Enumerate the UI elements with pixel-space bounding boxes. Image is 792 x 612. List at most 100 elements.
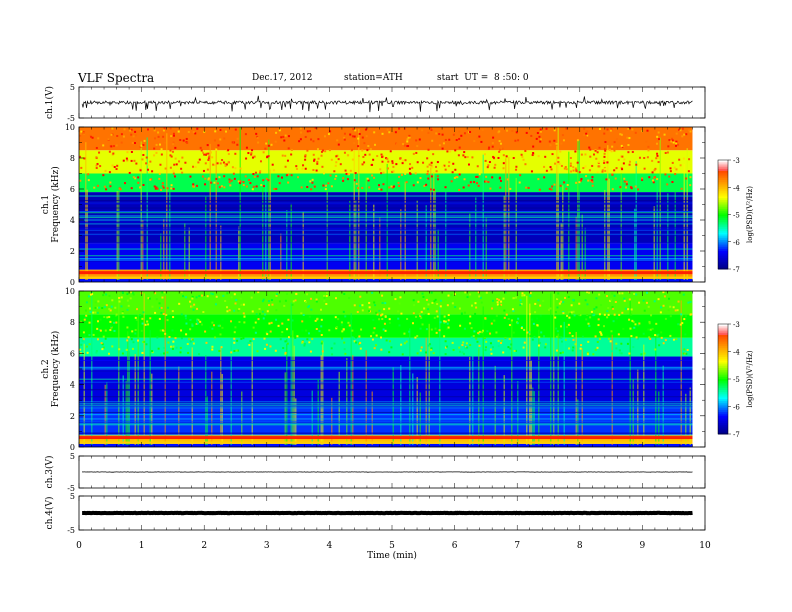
psd-burst [221, 373, 223, 445]
psd-speck [419, 327, 422, 330]
psd-speck [531, 154, 534, 157]
psd-speck [622, 145, 625, 148]
psd-burst [577, 399, 579, 445]
psd-speck [458, 137, 461, 140]
psd-speck [308, 341, 311, 344]
psd-speck [166, 187, 169, 190]
psd-speck [357, 145, 360, 148]
psd-speck [642, 332, 645, 335]
psd-burst [106, 382, 108, 445]
psd-speck [85, 301, 88, 304]
psd-speck [79, 179, 82, 182]
psd-speck [204, 162, 207, 165]
psd-speck [343, 348, 346, 351]
psd-speck [324, 150, 327, 153]
psd-speck [247, 341, 250, 344]
psd-speck [594, 149, 597, 152]
psd-speck [458, 307, 461, 310]
colorbar-cell [718, 364, 728, 367]
colorbar-cell [718, 258, 728, 261]
psd-speck [596, 341, 599, 344]
psd-speck [398, 175, 401, 178]
psd-speck [423, 184, 426, 187]
psd-speck [376, 155, 379, 158]
psd-speck [368, 301, 371, 304]
psd-speck [645, 140, 648, 143]
psd-speck [335, 175, 338, 178]
psd-speck [684, 352, 687, 355]
psd-speck [634, 323, 637, 326]
psd-speck [454, 149, 457, 152]
psd-speck [538, 135, 541, 138]
psd-speck [110, 133, 113, 136]
psd-speck [553, 183, 556, 186]
psd-speck [629, 327, 632, 330]
psd-speck [247, 152, 250, 155]
psd-speck [371, 291, 374, 294]
colorbar-cell [718, 259, 728, 263]
psd-speck [486, 330, 489, 333]
psd-speck [371, 163, 374, 166]
psd-speck [491, 307, 494, 310]
psd-speck [380, 188, 383, 191]
psd-speck [94, 311, 97, 314]
psd-speck [431, 301, 434, 304]
psd-speck [141, 351, 144, 354]
psd-speck [207, 158, 210, 161]
psd-speck [671, 161, 674, 164]
psd-speck [560, 164, 563, 167]
psd-speck [161, 182, 164, 185]
psd-speck [170, 155, 173, 158]
psd-speck [151, 350, 154, 353]
psd-speck [141, 322, 144, 325]
psd-speck [237, 180, 240, 183]
psd-speck [113, 165, 116, 168]
colorbar-cell [718, 329, 728, 332]
psd-speck [252, 185, 255, 188]
psd-speck [175, 163, 178, 166]
psd-speck [381, 313, 384, 316]
y-tick-label: 2 [70, 247, 75, 256]
colorbar-cell [718, 388, 728, 391]
psd-speck [499, 148, 502, 151]
psd-speck [495, 331, 498, 334]
psd-speck [447, 319, 450, 322]
psd-speck [421, 292, 424, 295]
psd-speck [251, 156, 254, 159]
psd-speck [294, 336, 297, 339]
psd-speck [128, 171, 131, 174]
psd-speck [85, 345, 88, 348]
psd-speck [245, 157, 248, 160]
psd-speck [517, 317, 520, 320]
psd-speck [323, 296, 326, 299]
psd-speck [327, 182, 330, 185]
psd-speck [335, 327, 338, 330]
psd-speck [458, 130, 461, 133]
psd-speck [432, 352, 435, 355]
psd-speck [329, 130, 332, 133]
psd-speck [384, 315, 387, 318]
psd-speck [192, 342, 195, 345]
psd-speck [573, 314, 576, 317]
psd-speck [286, 159, 289, 162]
psd-speck [192, 183, 195, 186]
psd-speck [227, 161, 230, 164]
psd-speck [575, 181, 578, 184]
psd-speck [162, 312, 165, 315]
psd-speck [519, 174, 522, 177]
psd-speck [437, 178, 440, 181]
psd-burst [188, 227, 190, 280]
psd-line [79, 229, 693, 231]
psd-speck [322, 172, 325, 175]
psd-speck [134, 328, 137, 331]
psd-speck [584, 299, 587, 302]
psd-speck [342, 310, 345, 313]
psd-speck [438, 144, 441, 147]
psd-speck [171, 150, 174, 153]
psd-burst [140, 141, 142, 280]
psd-speck [130, 338, 133, 341]
psd-speck [222, 161, 225, 164]
psd-speck [126, 339, 129, 342]
psd-burst [412, 373, 414, 445]
psd-speck [343, 136, 346, 139]
